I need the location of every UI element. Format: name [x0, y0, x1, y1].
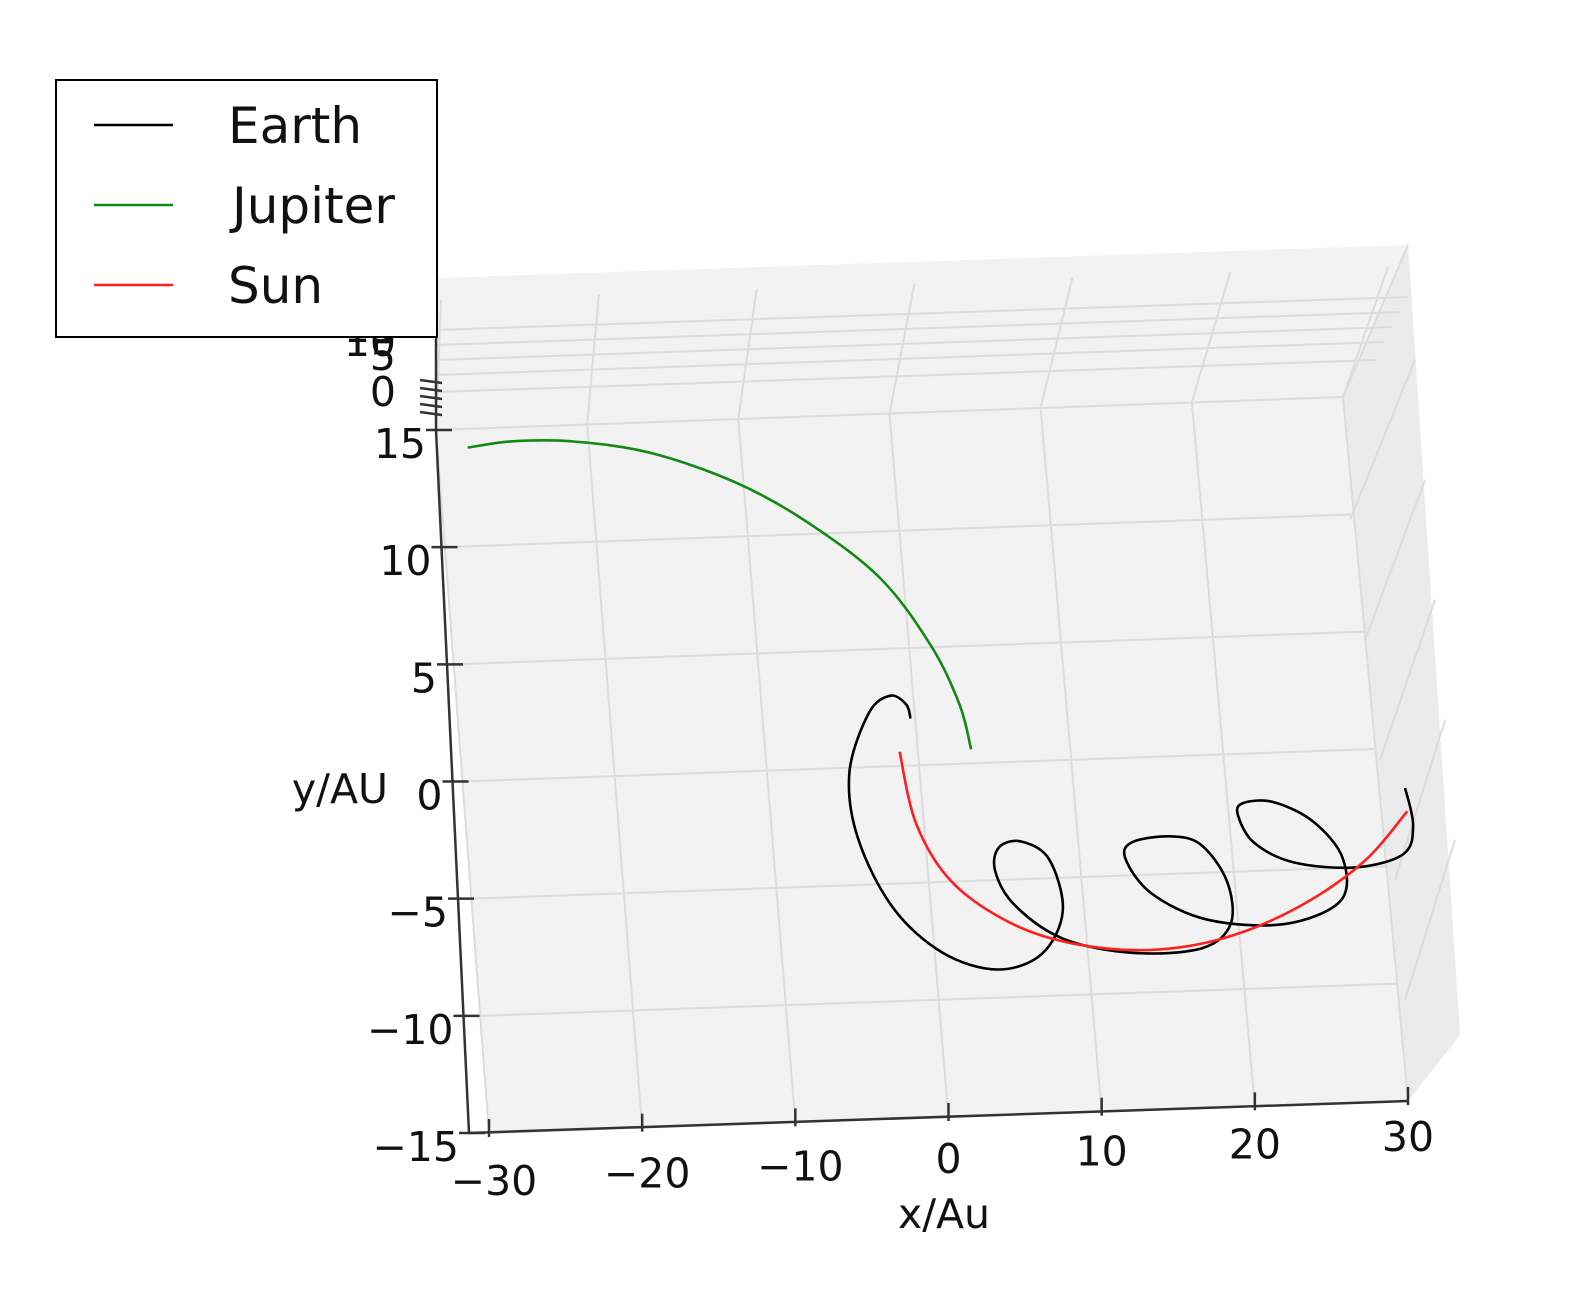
pane-fill	[436, 245, 1460, 1133]
grid-line-side	[1364, 479, 1426, 641]
legend-label-sun: Sun	[228, 257, 323, 315]
grid-line-y	[453, 630, 1365, 666]
legend: Earth Jupiter Sun	[55, 79, 438, 338]
grid-line-side	[1342, 244, 1409, 398]
grid-line-top	[888, 283, 916, 414]
z-tick	[419, 410, 443, 417]
x-tick-label: −30	[451, 1157, 538, 1205]
grid-line-side	[1404, 839, 1456, 1001]
grid-line-top	[586, 294, 600, 425]
y-tick-label: 5	[411, 654, 437, 702]
grid-line-side	[1349, 359, 1416, 521]
grid-line-top	[737, 288, 758, 420]
grid-line-y	[462, 748, 1376, 783]
grid-line-y	[480, 982, 1398, 1017]
z-tick	[419, 378, 443, 385]
grid-line-z	[435, 326, 1393, 361]
y-tick-label: −5	[388, 889, 448, 937]
series-line-jupiter	[467, 438, 973, 750]
grid-line-y	[471, 865, 1387, 900]
grid-line-z	[435, 341, 1385, 376]
legend-label-earth: Earth	[228, 97, 362, 155]
x-axis-line	[468, 1099, 1409, 1135]
grid-line-z	[435, 296, 1409, 331]
x-tick-label: 20	[1229, 1120, 1281, 1168]
x-tick-label: −10	[757, 1142, 844, 1190]
grid-line-top	[1190, 272, 1232, 403]
y-tick-label: −10	[367, 1006, 454, 1054]
x-axis-label: x/Au	[898, 1190, 990, 1238]
grid-line-top	[1342, 266, 1389, 398]
grid-line-z	[435, 311, 1401, 346]
side-pane	[1343, 245, 1460, 1101]
x-tick-label: −20	[604, 1150, 691, 1198]
legend-label-jupiter: Jupiter	[229, 177, 395, 235]
y-tick-label: 0	[416, 772, 442, 820]
series-line-sun	[898, 751, 1409, 952]
x-tick-label: 0	[935, 1135, 961, 1183]
axes-pane	[436, 245, 1460, 1133]
z-tick-label: 5	[370, 332, 396, 380]
grid-line-top	[1039, 277, 1074, 409]
series-line-earth	[847, 694, 1415, 971]
z-tick	[419, 386, 443, 393]
legend-frame	[55, 79, 438, 338]
grid-line-side	[1379, 599, 1436, 761]
y-tick-label: −15	[372, 1123, 459, 1171]
z-tick-label: 0	[370, 368, 396, 416]
y-tick-label: 15	[374, 420, 426, 468]
grid-line-y	[444, 513, 1354, 549]
z-tick	[419, 394, 443, 401]
z-tick	[419, 402, 443, 409]
grid-line-z	[435, 359, 1377, 393]
y-tick-label: 10	[379, 537, 431, 585]
data-series	[467, 438, 1415, 971]
x-tick-label: 10	[1076, 1128, 1128, 1176]
x-tick-label: 30	[1382, 1113, 1434, 1161]
y-axis-label: y/AU	[292, 765, 388, 813]
